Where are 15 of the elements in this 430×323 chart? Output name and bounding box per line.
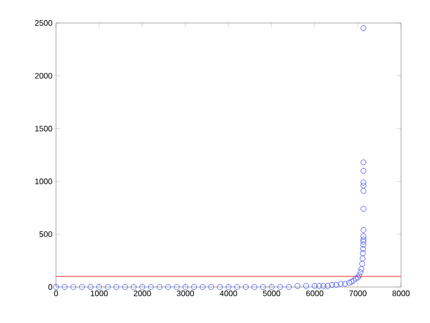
x-tick-label: 6000	[306, 290, 324, 296]
y-tick-label: 0	[48, 284, 52, 290]
x-tick-label: 5000	[263, 290, 280, 296]
y-tick-label: 2500	[35, 20, 52, 26]
y-tick-label: 1500	[35, 126, 52, 132]
y-tick-label: 500	[39, 231, 52, 238]
x-tick-label: 4000	[220, 290, 238, 296]
x-tick-label: 3000	[176, 290, 194, 296]
x-tick-label: 2000	[134, 290, 151, 296]
x-tick-label: 8000	[392, 290, 410, 296]
x-tick-label: 7000	[349, 290, 366, 296]
x-tick-label: 0	[54, 290, 58, 296]
y-tick-label: 1000	[35, 178, 52, 184]
x-tick-label: 1000	[90, 290, 108, 296]
y-tick-label: 2000	[35, 72, 52, 79]
